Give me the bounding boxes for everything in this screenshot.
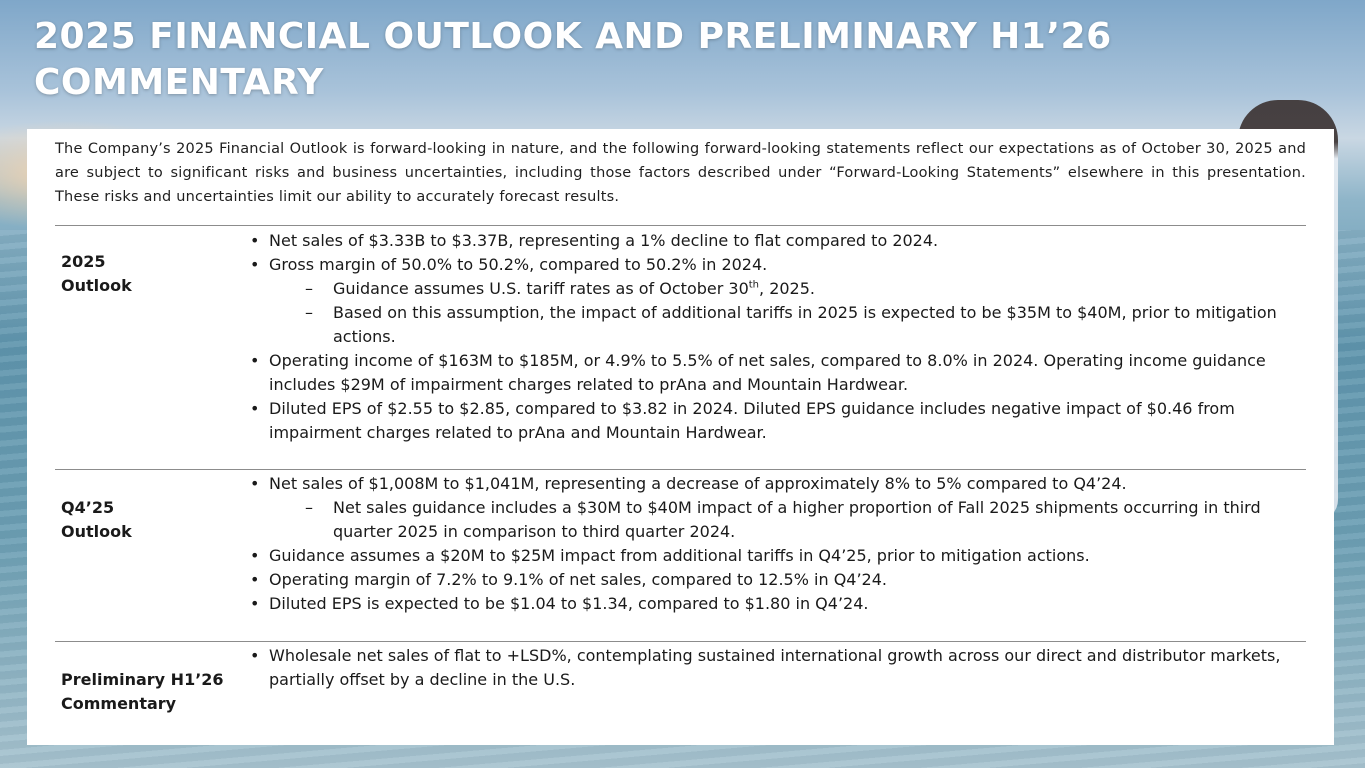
- content-panel: The Company’s 2025 Financial Outlook is …: [27, 129, 1334, 745]
- section-label-preliminary-h1: Preliminary H1’26 Commentary: [61, 668, 241, 716]
- section-preliminary-h1: Preliminary H1’26 Commentary Wholesale n…: [55, 641, 1306, 742]
- sub-bullet-item: Guidance assumes U.S. tariff rates as of…: [248, 277, 1298, 301]
- section-label-line: Q4’25: [61, 498, 115, 517]
- bullet-item: Wholesale net sales of flat to +LSD%, co…: [248, 644, 1298, 692]
- section-label-line: Outlook: [61, 522, 132, 541]
- bullet-list-q4: Net sales of $1,008M to $1,041M, represe…: [248, 472, 1298, 616]
- section-label-line: Preliminary H1’26: [61, 670, 224, 689]
- slide-title: 2025 FINANCIAL OUTLOOK AND PRELIMINARY H…: [34, 16, 1112, 103]
- intro-disclaimer: The Company’s 2025 Financial Outlook is …: [55, 141, 1306, 205]
- bullet-item: Net sales of $3.33B to $3.37B, represent…: [248, 229, 1298, 253]
- bullet-item: Operating margin of 7.2% to 9.1% of net …: [248, 568, 1298, 592]
- section-2025-outlook: 2025 Outlook Net sales of $3.33B to $3.3…: [55, 225, 1306, 470]
- section-label-line: Commentary: [61, 694, 177, 713]
- section-label-q4-outlook: Q4’25 Outlook: [61, 496, 241, 544]
- sub-bullet-text: , 2025.: [759, 279, 815, 298]
- bullet-item: Net sales of $1,008M to $1,041M, represe…: [248, 472, 1298, 496]
- section-label-line: 2025: [61, 252, 106, 271]
- superscript: th: [748, 279, 760, 291]
- sub-bullet-item: Based on this assumption, the impact of …: [248, 301, 1298, 349]
- bullet-item: Operating income of $163M to $185M, or 4…: [248, 349, 1298, 397]
- sub-bullet-text: Guidance assumes U.S. tariff rates as of…: [333, 279, 749, 298]
- bullet-item: Diluted EPS of $2.55 to $2.85, compared …: [248, 397, 1298, 445]
- section-label-line: Outlook: [61, 276, 132, 295]
- bullet-item: Gross margin of 50.0% to 50.2%, compared…: [248, 253, 1298, 277]
- section-q4-outlook: Q4’25 Outlook Net sales of $1,008M to $1…: [55, 469, 1306, 642]
- sub-bullet-item: Net sales guidance includes a $30M to $4…: [248, 496, 1298, 544]
- bullet-list-preliminary: Wholesale net sales of flat to +LSD%, co…: [248, 644, 1298, 692]
- bullet-list-2025: Net sales of $3.33B to $3.37B, represent…: [248, 229, 1298, 445]
- bullet-item: Guidance assumes a $20M to $25M impact f…: [248, 544, 1298, 568]
- bullet-item: Diluted EPS is expected to be $1.04 to $…: [248, 592, 1298, 616]
- section-label-2025-outlook: 2025 Outlook: [61, 250, 241, 298]
